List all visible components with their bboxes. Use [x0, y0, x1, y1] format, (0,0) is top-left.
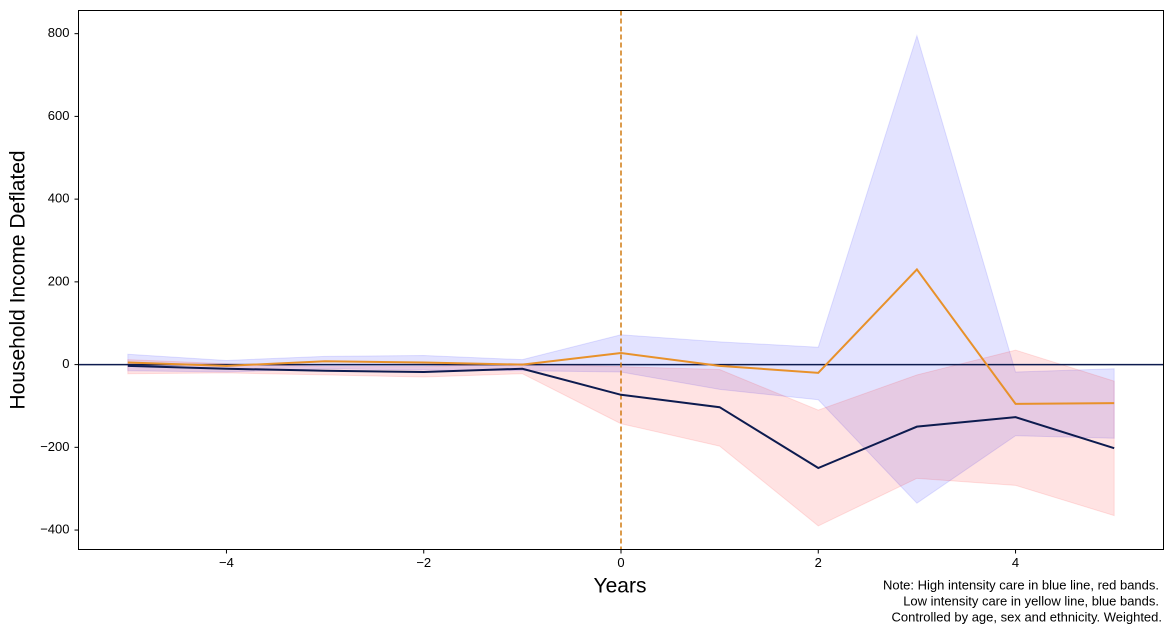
y-tick-label: −400 — [40, 521, 69, 536]
note: Controlled by age, sex and ethnicity. We… — [891, 609, 1162, 624]
y-axis-label: Household Income Deflated — [7, 150, 30, 409]
y-tick-label: 600 — [48, 108, 70, 123]
series-line — [127, 267, 1115, 405]
y-tick-label: 0 — [62, 356, 69, 371]
y-tick-label: 400 — [48, 191, 70, 206]
x-tick-label: 0 — [617, 555, 624, 570]
note: Note: High intensity care in blue line, … — [883, 577, 1159, 592]
x-axis-label: Years — [594, 575, 647, 598]
confidence-band — [127, 34, 1115, 504]
note: Low intensity care in yellow line, blue … — [903, 593, 1159, 608]
x-tick-label: −2 — [416, 555, 431, 570]
x-tick-label: 4 — [1012, 555, 1019, 570]
y-tick-label: 800 — [48, 25, 70, 40]
y-tick-label: 200 — [48, 273, 70, 288]
x-tick-label: 2 — [815, 555, 822, 570]
series-line — [127, 364, 1115, 470]
y-tick-label: −200 — [40, 439, 69, 454]
x-tick-label: −4 — [219, 555, 234, 570]
plot-area — [78, 10, 1164, 550]
